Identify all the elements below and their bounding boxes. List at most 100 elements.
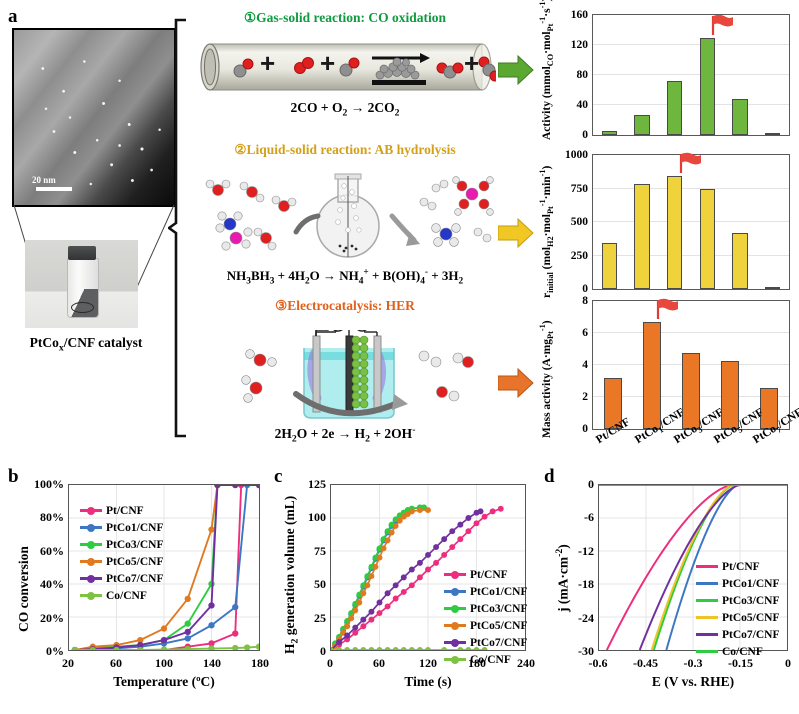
panel-a: a 20 nm PtCox/CNF catalyst ①Gas-solid re…	[0, 0, 534, 460]
legend-swatch	[696, 650, 718, 653]
legend-item-CoCNF[interactable]: Co/CNF	[444, 651, 528, 668]
legend-label: PtCo7/CNF	[470, 636, 528, 649]
legend-label: PtCo5/CNF	[470, 619, 528, 632]
xtick-label: -0.6	[588, 656, 608, 670]
arrow-to-chart-2	[498, 218, 534, 248]
bar-PtCoCNF	[760, 388, 779, 429]
legend-item-PtCNF[interactable]: Pt/CNF	[444, 566, 528, 583]
bar-PtCoCNF	[667, 81, 683, 135]
bar-PtCoCNF	[699, 37, 715, 135]
grouping-brace	[168, 18, 186, 438]
reaction-3-equation: 2H2O + 2e → H2 + 2OH-	[180, 424, 510, 444]
ytick-label: 20%	[40, 610, 64, 625]
legend-item-PtCo3CNF[interactable]: PtCo3/CNF	[444, 600, 528, 617]
bar-PtCoCNF	[642, 321, 661, 429]
bar-PtCoCNF	[699, 188, 715, 289]
legend-label: PtCo3/CNF	[106, 538, 164, 551]
legend-item-PtCo5CNF[interactable]: PtCo5/CNF	[444, 617, 528, 634]
reaction-1-equation: 2CO + O2 → 2CO2	[180, 100, 510, 119]
panel-c-xlabel: Time (s)	[404, 674, 452, 689]
vial-cap	[68, 246, 96, 260]
ytick-label: 80	[576, 69, 589, 81]
legend-item-PtCo1CNF[interactable]: PtCo1/CNF	[696, 575, 780, 592]
legend-item-CoCNF[interactable]: Co/CNF	[80, 587, 164, 604]
legend-marker	[87, 540, 95, 549]
legend-swatch	[696, 599, 718, 602]
ytick-label: -12	[578, 543, 594, 558]
grid-line	[593, 254, 789, 256]
tube-plus-2: +	[320, 48, 336, 78]
legend-marker	[451, 655, 459, 664]
legend-item-PtCo3CNF[interactable]: PtCo3/CNF	[80, 536, 164, 553]
legend-swatch	[80, 574, 102, 583]
panel-c-plot-frame	[328, 484, 526, 653]
legend-item-PtCo7CNF[interactable]: PtCo7/CNF	[444, 634, 528, 651]
ytick-label: 50	[314, 577, 326, 592]
legend-item-PtCo1CNF[interactable]: PtCo1/CNF	[444, 583, 528, 600]
ytick-label: 8	[582, 295, 588, 307]
reaction-3-equation-text: 2H2O + 2e → H2 + 2OH-	[274, 424, 416, 445]
bar-PtCoCNF	[667, 176, 683, 289]
legend-item-PtCNF[interactable]: Pt/CNF	[696, 558, 780, 575]
tem-scalebar	[36, 187, 72, 191]
ytick-label: -24	[578, 610, 594, 625]
bar-CoCNF	[765, 133, 781, 135]
grid-line	[593, 187, 789, 189]
legend-item-PtCo5CNF[interactable]: PtCo5/CNF	[80, 553, 164, 570]
catalyst-vial-photo	[25, 240, 138, 328]
legend-item-PtCo3CNF[interactable]: PtCo3/CNF	[696, 592, 780, 609]
xtick-label: 240	[517, 656, 535, 670]
bar-chart-ab-hydrolysis	[592, 153, 790, 290]
ytick-label: 100%	[34, 477, 64, 491]
reaction-3-title: ③Electrocatalysis: HER	[180, 298, 510, 314]
legend-swatch	[444, 655, 466, 664]
legend-swatch	[444, 570, 466, 579]
ytick-label: 25	[314, 610, 326, 625]
catalyst-caption: PtCox/CNF catalyst	[6, 335, 166, 354]
panel-d-xlabel: E (V vs. RHE)	[651, 674, 735, 689]
legend-item-PtCo7CNF[interactable]: PtCo7/CNF	[80, 570, 164, 587]
legend-marker	[451, 621, 459, 630]
legend-item-CoCNF[interactable]: Co/CNF	[696, 643, 780, 660]
bar-PtCoCNF	[732, 99, 748, 135]
legend-item-PtCo5CNF[interactable]: PtCo5/CNF	[696, 609, 780, 626]
legend-marker	[87, 574, 95, 583]
legend-item-PtCo1CNF[interactable]: PtCo1/CNF	[80, 519, 164, 536]
panel-d-letter: d	[544, 466, 555, 487]
panel-b-plot-frame	[68, 481, 263, 654]
best-performer-flag	[708, 14, 734, 36]
legend-marker	[87, 506, 95, 515]
reaction-2-equation: NH3BH3 + 4H2O → NH4+ + B(OH)4- + 3H2	[180, 268, 510, 287]
ytick-label: 0	[582, 129, 588, 141]
arrow-to-chart-1	[498, 55, 534, 85]
legend-marker	[451, 638, 459, 647]
xtick-label: 0	[785, 656, 791, 670]
legend-marker	[451, 570, 459, 579]
ytick-label: 0	[582, 423, 588, 435]
legend-item-PtCNF[interactable]: Pt/CNF	[80, 502, 164, 519]
xtick-label: -0.3	[683, 656, 703, 670]
legend-swatch	[444, 587, 466, 596]
ytick-label: 100	[308, 510, 326, 525]
legend-marker	[87, 557, 95, 566]
tube-plus-3: +	[464, 48, 480, 78]
her-electrolysis-cell-illustration	[196, 316, 496, 422]
panel-d-plot-frame	[598, 484, 788, 651]
ab-hydrolysis-flask-illustration	[196, 172, 496, 266]
legend-marker	[87, 523, 95, 532]
xtick-label: -0.45	[633, 656, 658, 670]
ytick-label: 160	[570, 9, 588, 21]
grid-line	[593, 74, 789, 75]
panel-d-legend: Pt/CNF PtCo1/CNF PtCo3/CNF PtCo5/CNF PtCo7/C…	[696, 558, 780, 660]
legend-marker	[87, 591, 95, 600]
ytick-label: 6	[582, 327, 588, 339]
ytick-label: 1000	[565, 149, 588, 161]
ytick-label: 40	[576, 99, 589, 111]
legend-item-PtCo7CNF[interactable]: PtCo7/CNF	[696, 626, 780, 643]
legend-swatch	[80, 557, 102, 566]
bar-PtCoCNF	[681, 353, 700, 429]
grid-line	[593, 221, 789, 222]
winner-flag-icon	[712, 14, 734, 35]
bar-PtCoCNF	[634, 183, 650, 289]
legend-swatch	[696, 633, 718, 636]
